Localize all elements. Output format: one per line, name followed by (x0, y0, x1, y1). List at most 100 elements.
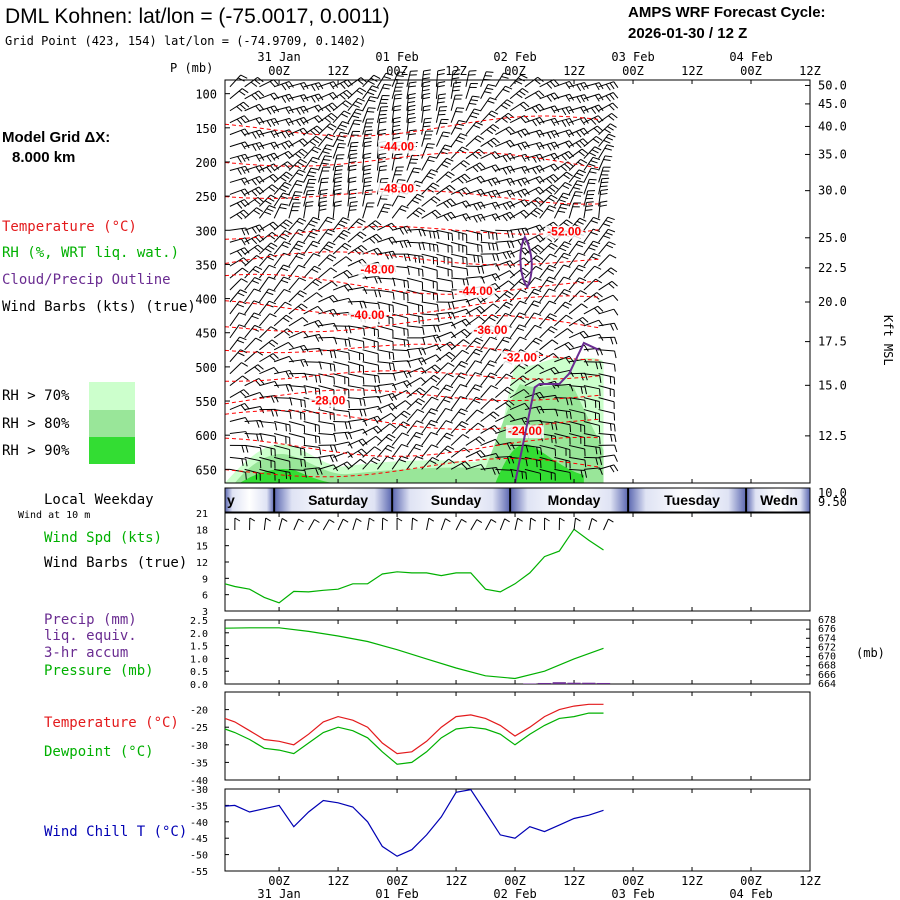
wind-barb-flag (407, 240, 412, 248)
wind-barb-staff (436, 341, 451, 351)
wind-barb-flag (423, 105, 431, 108)
wind-barb-flag (363, 184, 371, 187)
wind-barb-flag (293, 194, 301, 197)
wind-barb-flag (475, 360, 483, 364)
wind-barb-flag (609, 254, 617, 259)
dewpoint-line (224, 712, 604, 765)
wind-barb-staff (451, 265, 468, 270)
wind-barb-staff (229, 165, 246, 171)
wind-barb-flag (525, 445, 529, 453)
y-tick-label: 21 (196, 509, 208, 520)
wind-barb-staff (274, 432, 290, 438)
wind-barb-flag (270, 119, 276, 126)
wind-barb-flag (244, 417, 250, 425)
wind-barb-staff (244, 300, 255, 315)
wind-barb-staff (244, 325, 256, 339)
wind-barb-flag (471, 111, 480, 115)
wind-barb-staff (598, 254, 611, 267)
wind-barb-staff (376, 106, 382, 123)
rh-swatch-90 (89, 437, 135, 464)
wind-barb-flag (590, 107, 597, 115)
wind-barb-flag (354, 111, 362, 115)
panel-frame (224, 619, 811, 685)
surface-wind-barb-flag (281, 517, 288, 522)
wind-barb-flag (373, 457, 381, 462)
wind-barb-flag (341, 113, 349, 118)
wind-barb-flag (506, 261, 512, 269)
wind-barb-flag (472, 153, 479, 159)
wind-barb-flag (299, 277, 307, 282)
wind-barb-flag (379, 121, 387, 124)
wind-barb-staff (347, 397, 364, 400)
wind-barb-staff (480, 137, 495, 148)
wind-barb-staff (539, 444, 556, 450)
wind-barb-staff (362, 385, 379, 387)
wind-barb-staff (288, 317, 303, 327)
wind-barb-flag (342, 92, 350, 98)
wind-barb-staff (244, 406, 261, 411)
wind-barb-staff (465, 372, 476, 386)
wind-barb-flag (407, 101, 415, 104)
wind-barb-staff (244, 255, 257, 267)
wind-barb-staff (480, 314, 493, 327)
wind-barb-staff (303, 444, 320, 448)
wind-barb-staff (244, 103, 260, 112)
wind-barb-flag (416, 456, 424, 460)
wind-barb-staff (391, 421, 404, 434)
wind-barb-flag (445, 187, 453, 193)
wind-barb-flag (266, 291, 274, 296)
wind-barb-flag (382, 87, 390, 90)
wind-barb-flag (409, 81, 417, 84)
wind-barb-staff (362, 202, 368, 219)
wind-barb-flag (575, 142, 582, 149)
wind-barb-staff (259, 221, 274, 231)
wind-barb-flag (255, 155, 261, 162)
wind-barb-flag (432, 385, 440, 390)
wind-barb-flag (613, 81, 619, 88)
wind-barb-staff (244, 350, 258, 363)
wind-barb-staff (465, 108, 475, 123)
wind-barb-flag (259, 165, 265, 172)
wind-barb-flag (580, 386, 583, 394)
wind-barb-flag (580, 118, 586, 126)
wind-barb-flag (418, 255, 421, 264)
wind-barb-flag (299, 118, 305, 125)
wind-barb-flag (343, 229, 351, 234)
wind-barb-staff (495, 386, 508, 398)
wind-barb-flag (314, 335, 320, 342)
wind-barb-staff (377, 433, 390, 446)
wind-barb-staff (450, 328, 465, 339)
wind-barb-flag (270, 154, 276, 161)
wind-barb-flag (368, 99, 376, 103)
wind-barb-staff (347, 258, 363, 267)
wind-barb-flag (607, 125, 614, 131)
wind-barb-staff (274, 117, 290, 124)
wind-barb-staff (465, 463, 482, 470)
wind-barb-flag (507, 386, 514, 392)
wind-barb-staff (583, 397, 600, 402)
wind-barb-staff (273, 301, 286, 315)
wind-barb-flag (241, 228, 246, 236)
wind-barb-flag (534, 246, 541, 253)
wind-barb-flag (349, 205, 358, 207)
y-tick-label: -35 (190, 758, 208, 769)
wind-barb-flag (350, 153, 358, 156)
wind-barb-staff (465, 175, 481, 183)
wind-barb-flag (445, 384, 454, 389)
wind-barb-staff (244, 153, 261, 160)
wind-barb-staff (273, 203, 282, 219)
wind-barb-staff (406, 301, 423, 307)
wind-barb-flag (547, 328, 555, 334)
wind-barb-flag (564, 288, 572, 293)
wind-barb-flag (348, 352, 350, 361)
wind-barb-flag (415, 209, 423, 215)
wind-barb-flag (343, 271, 350, 278)
wind-barb-staff (539, 468, 556, 474)
wind-barb-flag (539, 224, 545, 232)
wind-barb-staff (274, 106, 290, 112)
wind-barb-staff (421, 408, 432, 422)
wind-barb-staff (598, 267, 612, 279)
wind-barb-flag (506, 230, 510, 238)
wind-barb-flag (464, 461, 471, 468)
wind-barb-flag (610, 434, 613, 442)
